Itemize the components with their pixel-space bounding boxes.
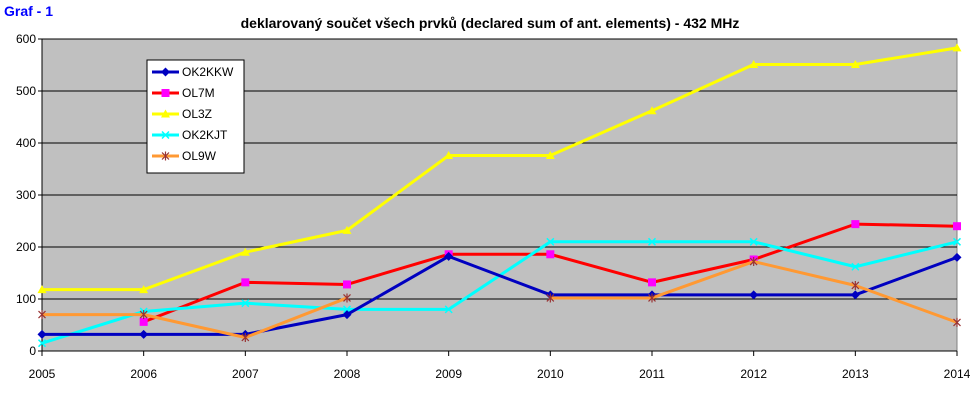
x-tick-label: 2010	[537, 367, 564, 381]
data-point-ok2kjt	[749, 237, 758, 246]
data-point-ok2kkw	[952, 252, 962, 262]
x-tick-label: 2007	[232, 367, 259, 381]
series-line-ok2kkw	[42, 254, 958, 336]
data-point-ok2kjt	[37, 339, 47, 348]
legend-label-ol3z: OL3Z	[182, 107, 212, 121]
legend-label-ol7m: OL7M	[182, 86, 215, 100]
y-tick-label: 500	[16, 84, 36, 98]
legend-marker-ol7m	[161, 89, 170, 97]
data-point-ok2kjt	[241, 299, 250, 308]
y-tick-label: 0	[29, 344, 36, 358]
y-tick-label: 100	[16, 292, 36, 306]
figure-number-label: Graf - 1	[4, 3, 54, 19]
y-tick-label: 200	[16, 240, 36, 254]
data-point-ol7m	[851, 220, 860, 229]
x-tick-label: 2006	[130, 367, 157, 381]
data-point-ok2kkw	[850, 290, 860, 300]
data-point-ol3z	[444, 150, 454, 159]
data-point-ok2kkw	[342, 310, 352, 320]
x-tick-label: 2008	[334, 367, 361, 381]
legend-marker-ok2kjt	[161, 130, 170, 140]
y-tick-label: 300	[16, 188, 36, 202]
x-tick-label: 2014	[944, 367, 971, 381]
data-point-ol9w	[648, 293, 656, 303]
legend-marker-ol3z	[161, 109, 170, 118]
data-point-ol3z	[37, 285, 47, 294]
x-tick-label: 2013	[842, 367, 869, 381]
y-tick-label: 400	[16, 136, 36, 150]
data-point-ol9w	[343, 293, 351, 303]
data-point-ok2kjt	[851, 262, 860, 271]
data-point-ol3z	[850, 59, 860, 68]
data-point-ol3z	[545, 150, 555, 159]
legend-label-ol9w: OL9W	[182, 149, 217, 163]
data-point-ol9w	[953, 317, 961, 327]
data-point-ol9w	[139, 310, 148, 320]
chart-title: deklarovaný součet všech prvků (declared…	[240, 15, 740, 31]
data-point-ok2kkw	[749, 290, 759, 300]
data-point-ok2kkw	[139, 329, 149, 339]
data-point-ol3z	[240, 247, 250, 256]
data-point-ol7m	[241, 278, 250, 287]
data-point-ok2kjt	[647, 237, 657, 246]
legend-label-ok2kjt: OK2KJT	[182, 128, 228, 142]
data-point-ol7m	[953, 222, 961, 231]
x-tick-label: 2012	[740, 367, 767, 381]
data-point-ol3z	[139, 285, 149, 294]
legend-marker-ol9w	[161, 151, 170, 161]
x-tick-label: 2005	[29, 367, 56, 381]
data-point-ol3z	[342, 225, 352, 234]
series-line-ol3z	[42, 46, 958, 292]
data-point-ol7m	[343, 280, 351, 289]
legend-marker-ok2kkw	[161, 67, 170, 77]
x-tick-label: 2011	[639, 367, 665, 381]
data-point-ok2kjt	[952, 237, 962, 246]
y-tick-label: 600	[16, 32, 36, 46]
data-point-ol9w	[546, 293, 555, 303]
data-point-ok2kkw	[37, 329, 47, 339]
x-tick-label: 2009	[435, 367, 462, 381]
data-point-ol3z	[952, 43, 962, 52]
data-point-ol7m	[546, 250, 555, 259]
legend-label-ok2kkw: OK2KKW	[182, 65, 234, 79]
data-point-ok2kkw	[444, 251, 454, 261]
data-point-ol7m	[648, 278, 656, 287]
data-point-ol9w	[38, 310, 46, 320]
data-point-ol3z	[749, 59, 759, 68]
data-point-ok2kjt	[444, 305, 453, 314]
data-point-ol7m	[139, 317, 148, 326]
data-point-ol9w	[749, 257, 758, 267]
data-point-ok2kjt	[546, 237, 555, 246]
data-point-ol3z	[647, 106, 657, 115]
data-point-ol9w	[851, 280, 860, 290]
data-point-ol9w	[241, 332, 250, 342]
